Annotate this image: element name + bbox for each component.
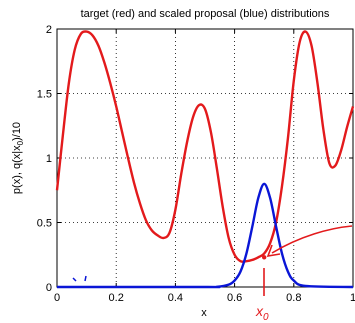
blue-tick-mark-2: [84, 275, 87, 282]
grid: [57, 29, 353, 287]
y-tick-label: 2: [46, 24, 52, 36]
y-tick-label: 0: [46, 282, 52, 294]
x0-annotation: x0: [255, 225, 353, 323]
y-tick-labels: 0 0.5 1 1.5 2: [37, 24, 52, 294]
series-layer: [55, 30, 355, 289]
y-tick-label: 1.5: [37, 89, 52, 101]
x-tick-label: 0.6: [227, 292, 242, 304]
chart-title: target (red) and scaled proposal (blue) …: [81, 8, 330, 20]
y-axis-label-suffix: )/10: [11, 122, 23, 141]
annotation-arrow-head: [266, 244, 281, 258]
y-tick-label: 0.5: [37, 218, 52, 230]
blue-tick-mark-1: [72, 277, 77, 282]
x-tick-label: 0.8: [286, 292, 301, 304]
y-tick-label: 1: [46, 153, 52, 165]
y-axis-label-subscript: 0: [16, 140, 25, 145]
y-axis-label: p(x), q(x|x0)/10: [11, 122, 25, 194]
annotation-label-subscript: 0: [263, 312, 269, 323]
x-tick-label: 0: [54, 292, 60, 304]
annotation-label: x0: [255, 303, 269, 323]
annotation-arrow-line: [271, 225, 353, 254]
annotation-label-text: x: [255, 303, 264, 319]
handwritten-blue-marks: [72, 275, 87, 282]
x-tick-labels: 0 0.2 0.4 0.6 0.8 1: [54, 292, 355, 304]
y-axis-label-prefix: p(x), q(x|x: [11, 145, 23, 194]
x-tick-label: 0.2: [109, 292, 124, 304]
x-tick-label: 1: [350, 292, 355, 304]
x-axis-label: x: [201, 307, 207, 319]
target-distribution-line: [55, 30, 355, 263]
x-tick-label: 0.4: [168, 292, 183, 304]
x0-point-marker: [262, 255, 267, 260]
proposal-distribution-line: [56, 182, 354, 289]
